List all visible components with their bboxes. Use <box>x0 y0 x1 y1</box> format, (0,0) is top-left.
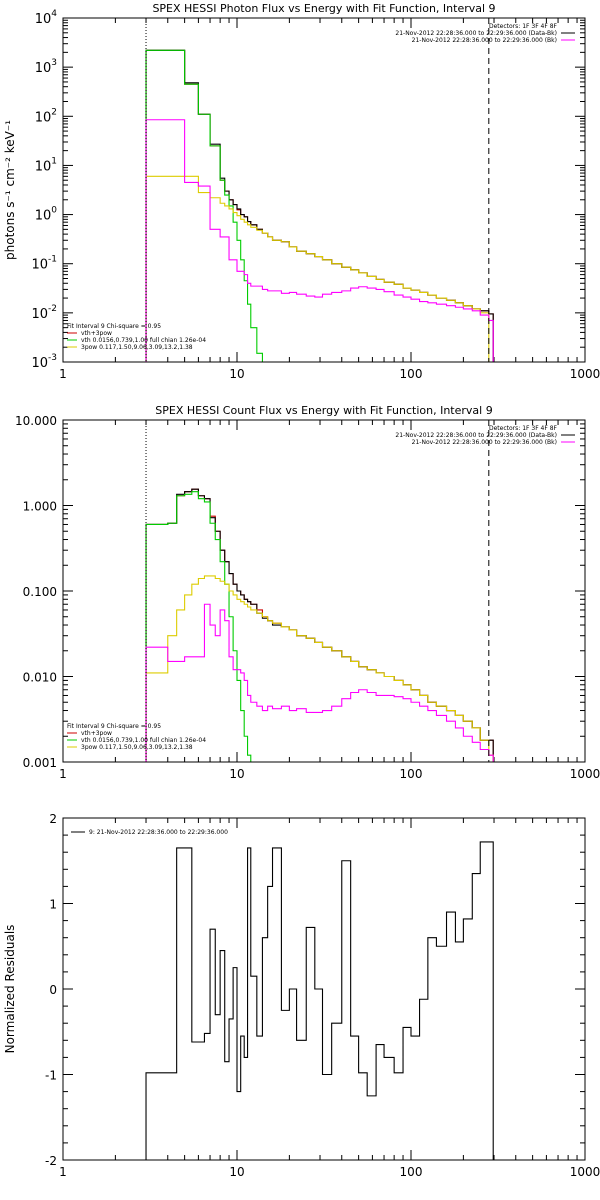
legend-top-entry: 21-Nov-2012 22:28:36.000 to 22:29:36.000… <box>412 439 557 446</box>
series-line-2 <box>145 488 494 762</box>
y-tick-label: 0.100 <box>23 585 57 599</box>
y-tick-label: 0.001 <box>23 756 57 770</box>
series-line-3 <box>145 49 494 362</box>
x-tick-label: 1 <box>59 367 67 381</box>
x-tick-label: 100 <box>400 767 423 781</box>
chart-title: SPEX HESSI Photon Flux vs Energy with Fi… <box>152 2 495 15</box>
y-tick-label: 101 <box>35 156 57 174</box>
y-tick-label: -2 <box>45 1154 57 1168</box>
legend-top-entry: 21-Nov-2012 22:28:36.000 to 22:29:36.000… <box>395 432 557 439</box>
plot-frame <box>62 419 586 763</box>
y-tick-label: 10-2 <box>31 304 57 322</box>
legend-fit-entry: 3pow 0.117,1.50,9.06,3.09,13.2,1.38 <box>81 744 193 751</box>
legend-fit-entry: vth+3pow <box>81 730 112 737</box>
x-tick-label: 100 <box>400 1165 423 1179</box>
x-tick-label: 10 <box>229 1165 244 1179</box>
y-axis-label: photons s⁻¹ cm⁻² keV⁻¹ <box>3 120 17 260</box>
y-tick-label: 0.010 <box>23 671 57 685</box>
y-tick-label: 100 <box>35 206 58 224</box>
y-tick-label: 10.000 <box>15 414 57 428</box>
plot-frame <box>62 817 586 1161</box>
chart-title: SPEX HESSI Count Flux vs Energy with Fit… <box>155 404 492 417</box>
y-tick-label: 102 <box>35 107 57 125</box>
legend-top-entry: 21-Nov-2012 22:28:36.000 to 22:29:36.000… <box>395 30 557 37</box>
series-line-3 <box>145 491 494 762</box>
x-tick-label: 10 <box>229 367 244 381</box>
y-axis-label: Normalized Residuals <box>3 925 17 1054</box>
legend-fit-entry: vth+3pow <box>81 330 112 337</box>
legend-fit-entry: 3pow 0.117,1.50,9.06,3.09,13.2,1.38 <box>81 344 193 351</box>
series-line-4 <box>145 175 494 362</box>
x-tick-label: 1000 <box>570 767 600 781</box>
plot-frame <box>62 17 586 363</box>
series-line-5 <box>145 119 494 362</box>
y-tick-label: 1.000 <box>23 500 57 514</box>
chart-panel-1: SPEX HESSI Photon Flux vs Energy with Fi… <box>3 2 600 381</box>
y-tick-label: 103 <box>35 58 57 76</box>
chart-panel-3: Normalized Residuals 1 10 100 1000 -2 -1 0 1 2 9: … <box>3 812 600 1179</box>
legend-fit-header: Fit Interval 9 Chi-square = 0.95 <box>67 723 161 730</box>
x-tick-label: 1000 <box>570 1165 600 1179</box>
x-tick-label: 10 <box>229 767 244 781</box>
chart-panel-2: SPEX HESSI Count Flux vs Energy with Fit… <box>15 404 600 781</box>
x-tick-label: 1 <box>59 767 67 781</box>
legend-top-header: Detectors: 1F 3F 4F 8F <box>489 425 558 432</box>
y-tick-label: 1 <box>49 898 57 912</box>
legend-top-entry: 21-Nov-2012 22:28:36.000 to 22:29:36.000… <box>412 37 557 44</box>
y-tick-label: 10-1 <box>31 255 57 273</box>
legend-fit-entry: vth 0.0156,0.739,1.00 full chian 1.26e-0… <box>81 337 206 344</box>
series-line-1 <box>145 488 494 762</box>
y-tick-label: 104 <box>35 9 58 27</box>
y-tick-label: 2 <box>49 812 57 826</box>
series-line-1 <box>145 841 494 1160</box>
y-tick-label: 10-3 <box>31 353 57 371</box>
legend-fit-header: Fit Interval 9 Chi-square = 0.95 <box>67 323 161 330</box>
series-line-5 <box>145 603 494 762</box>
y-tick-label: -1 <box>45 1069 57 1083</box>
x-tick-label: 100 <box>400 367 423 381</box>
legend-entry: 9: 21-Nov-2012 22:28:36.000 to 22:29:36.… <box>89 829 228 836</box>
legend-top-header: Detectors: 1F 3F 4F 8F <box>489 23 558 30</box>
legend-fit-entry: vth 0.0156,0.739,1.00 full chian 1.26e-0… <box>81 737 206 744</box>
x-tick-label: 1000 <box>570 367 600 381</box>
series-line-4 <box>145 575 494 762</box>
y-tick-label: 0 <box>49 983 57 997</box>
x-tick-label: 1 <box>59 1165 67 1179</box>
